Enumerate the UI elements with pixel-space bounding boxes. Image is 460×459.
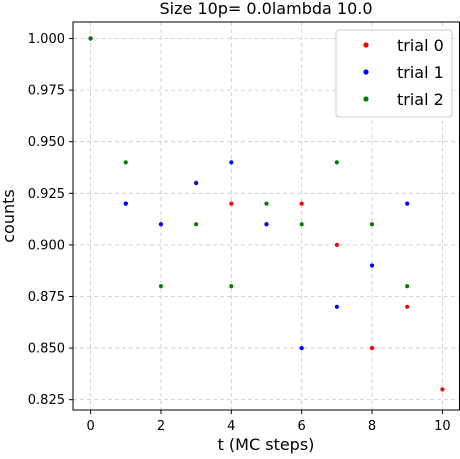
y-axis-label: counts <box>0 189 18 242</box>
data-point-trial-0 <box>334 242 339 247</box>
data-point-trial-2 <box>334 160 339 165</box>
legend-label: trial 1 <box>397 63 444 82</box>
data-point-trial-0 <box>229 201 234 206</box>
data-point-trial-1 <box>158 222 164 227</box>
y-tick-label: 0.850 <box>28 342 65 357</box>
data-point-trial-0 <box>405 304 410 309</box>
legend-marker <box>363 69 369 75</box>
legend: trial 0 trial 1 trial 2 <box>335 29 453 118</box>
data-point-trial-1 <box>334 304 339 309</box>
legend-label: trial 0 <box>397 36 444 55</box>
legend-marker <box>363 96 369 102</box>
data-point-trial-2 <box>369 222 375 227</box>
data-point-trial-2 <box>264 201 269 206</box>
chart-title: Size 10p= 0.0lambda 10.0 <box>159 0 372 18</box>
data-point-trial-2 <box>299 222 304 227</box>
data-point-trial-2 <box>88 36 93 41</box>
points-layer <box>88 36 445 392</box>
data-point-trial-1 <box>194 180 199 186</box>
y-tick-label: 0.950 <box>28 135 65 150</box>
data-point-trial-0 <box>440 387 445 392</box>
y-tick-label: 0.825 <box>28 393 65 408</box>
y-tick-label: 1.000 <box>28 32 65 47</box>
data-point-trial-0 <box>369 345 375 351</box>
x-tick-label: 8 <box>368 419 376 434</box>
y-tick-label: 0.975 <box>28 84 65 99</box>
x-tick-label: 2 <box>157 419 165 434</box>
data-point-trial-2 <box>194 222 199 227</box>
x-tick-label: 6 <box>298 419 306 434</box>
x-tick-label: 0 <box>86 419 94 434</box>
legend-marker <box>363 42 369 48</box>
x-tick-label: 10 <box>434 419 451 434</box>
data-point-trial-1 <box>264 222 269 227</box>
data-point-trial-0 <box>299 201 304 206</box>
data-point-trial-2 <box>405 284 410 289</box>
y-tick-label: 0.925 <box>28 187 65 202</box>
data-point-trial-2 <box>229 284 234 289</box>
data-point-trial-2 <box>158 284 164 289</box>
y-tick-label: 0.900 <box>28 238 65 253</box>
x-axis-label: t (MC steps) <box>218 435 315 454</box>
data-point-trial-1 <box>369 263 375 268</box>
data-point-trial-1 <box>405 201 410 206</box>
data-point-trial-2 <box>123 160 128 165</box>
data-point-trial-1 <box>299 345 304 351</box>
y-tick-label: 0.875 <box>28 290 65 305</box>
legend-box <box>335 29 453 118</box>
legend-label: trial 2 <box>397 90 444 109</box>
x-tick-label: 4 <box>227 419 235 434</box>
data-point-trial-1 <box>229 160 234 165</box>
data-point-trial-1 <box>123 201 128 206</box>
